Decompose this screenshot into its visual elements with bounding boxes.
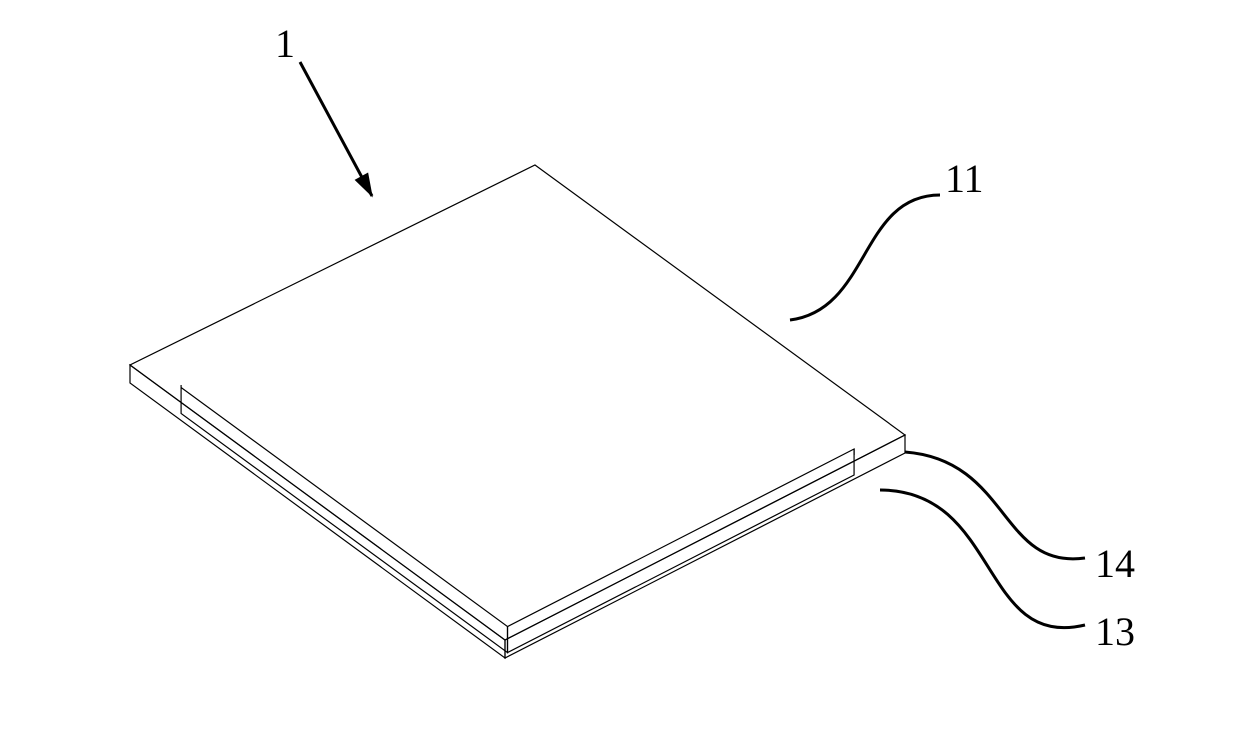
lower-left-face bbox=[181, 387, 507, 652]
upper-left-face bbox=[130, 365, 505, 658]
leader-base-layer bbox=[880, 490, 1085, 628]
upper-right-face bbox=[505, 435, 905, 658]
top-face bbox=[130, 165, 905, 640]
leader-top-plate bbox=[790, 195, 940, 320]
label-mid-layer: 14 bbox=[1095, 540, 1135, 587]
label-top-plate: 11 bbox=[945, 155, 984, 202]
leader-assembly bbox=[300, 62, 372, 196]
arrowhead-icon bbox=[355, 173, 372, 196]
diagram-svg bbox=[0, 0, 1240, 731]
label-base-layer: 13 bbox=[1095, 608, 1135, 655]
leader-mid-layer bbox=[905, 452, 1085, 559]
lower-right-face bbox=[508, 449, 855, 653]
label-assembly: 1 bbox=[275, 20, 295, 67]
